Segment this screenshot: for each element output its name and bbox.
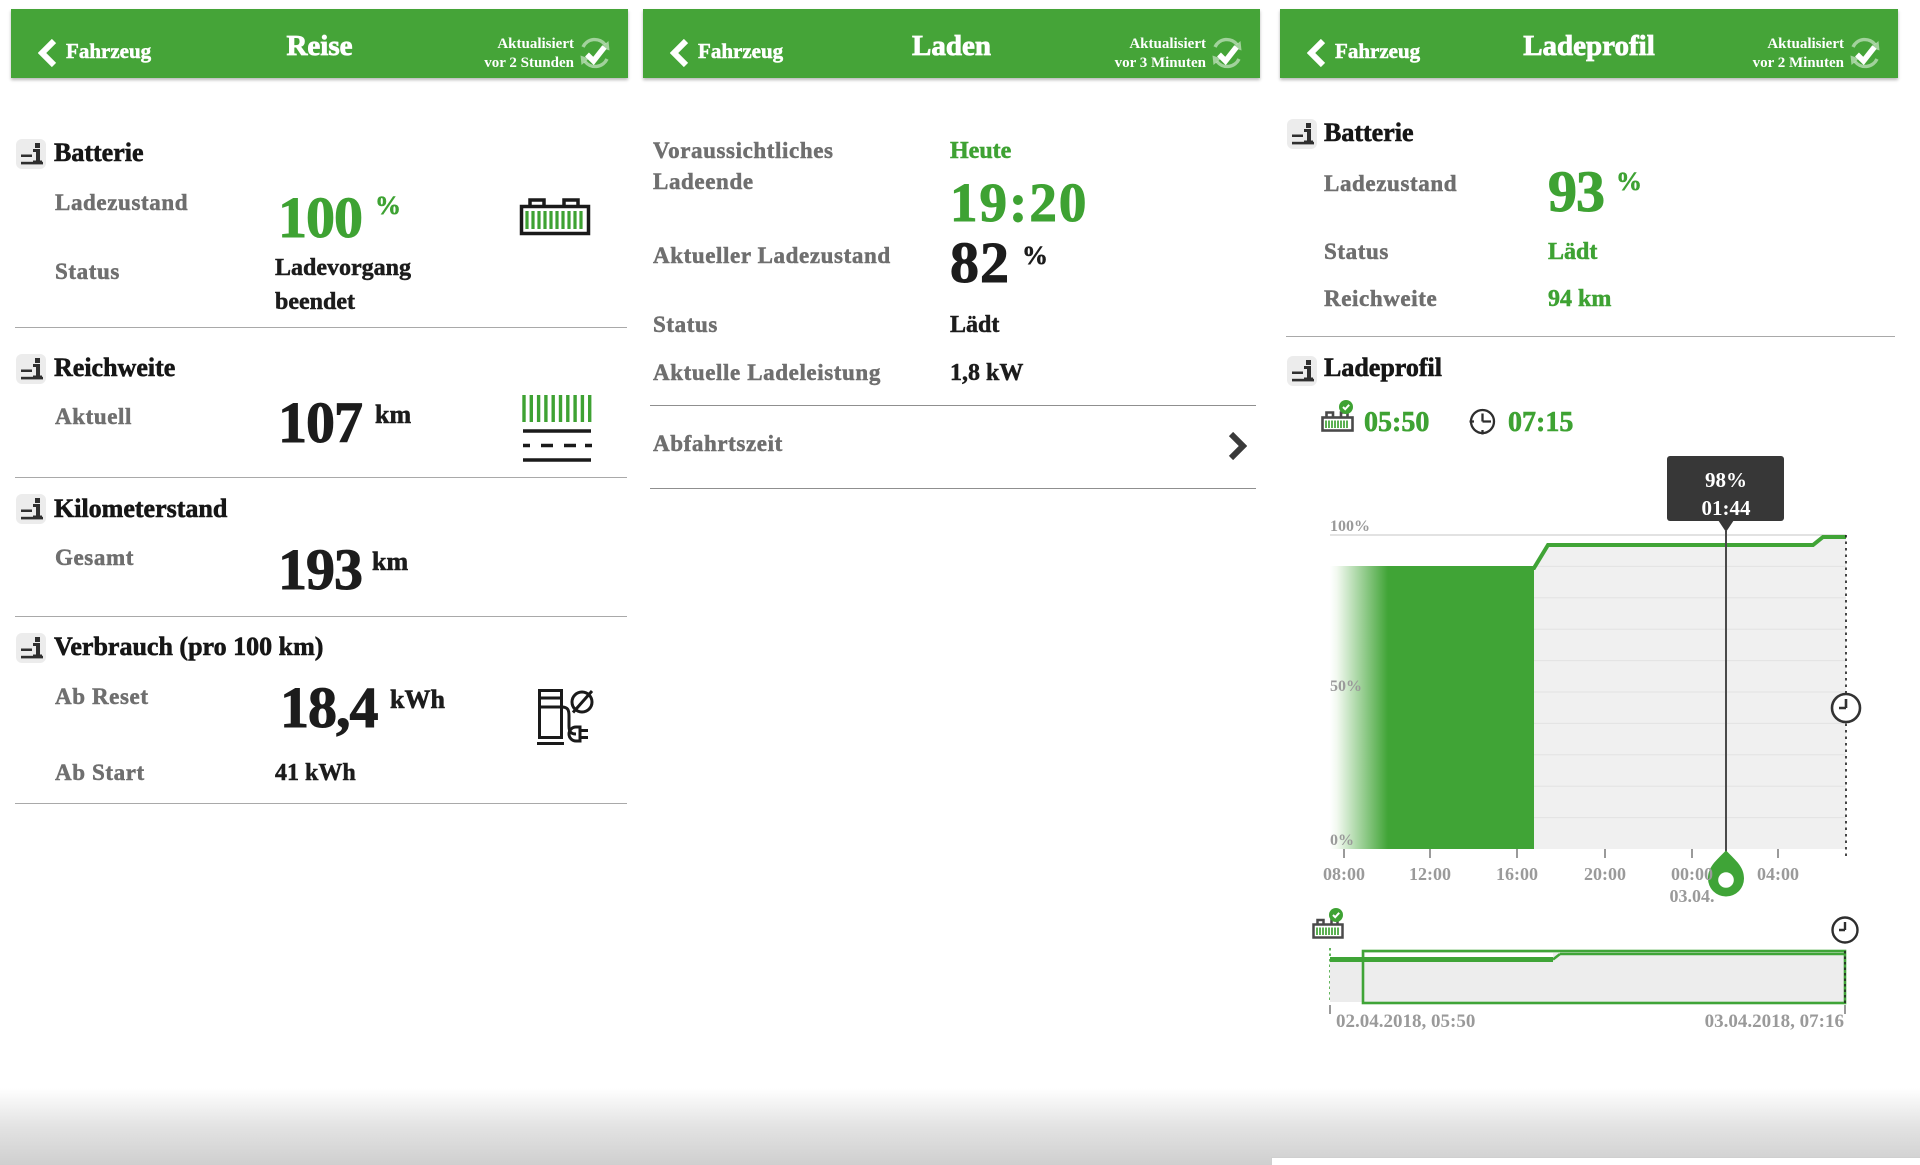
svg-text:08:00: 08:00	[1323, 864, 1365, 884]
svg-text:0%: 0%	[1330, 832, 1354, 849]
svg-text:00:00: 00:00	[1671, 864, 1713, 884]
svg-text:04:00: 04:00	[1757, 864, 1799, 884]
svg-text:20:00: 20:00	[1584, 864, 1626, 884]
svg-text:100%: 100%	[1330, 518, 1370, 535]
svg-text:98%: 98%	[1705, 468, 1747, 492]
svg-text:01:44: 01:44	[1702, 496, 1751, 520]
svg-text:16:00: 16:00	[1496, 864, 1538, 884]
svg-text:03.04.: 03.04.	[1670, 886, 1715, 906]
svg-text:12:00: 12:00	[1409, 864, 1451, 884]
svg-text:50%: 50%	[1330, 678, 1362, 695]
